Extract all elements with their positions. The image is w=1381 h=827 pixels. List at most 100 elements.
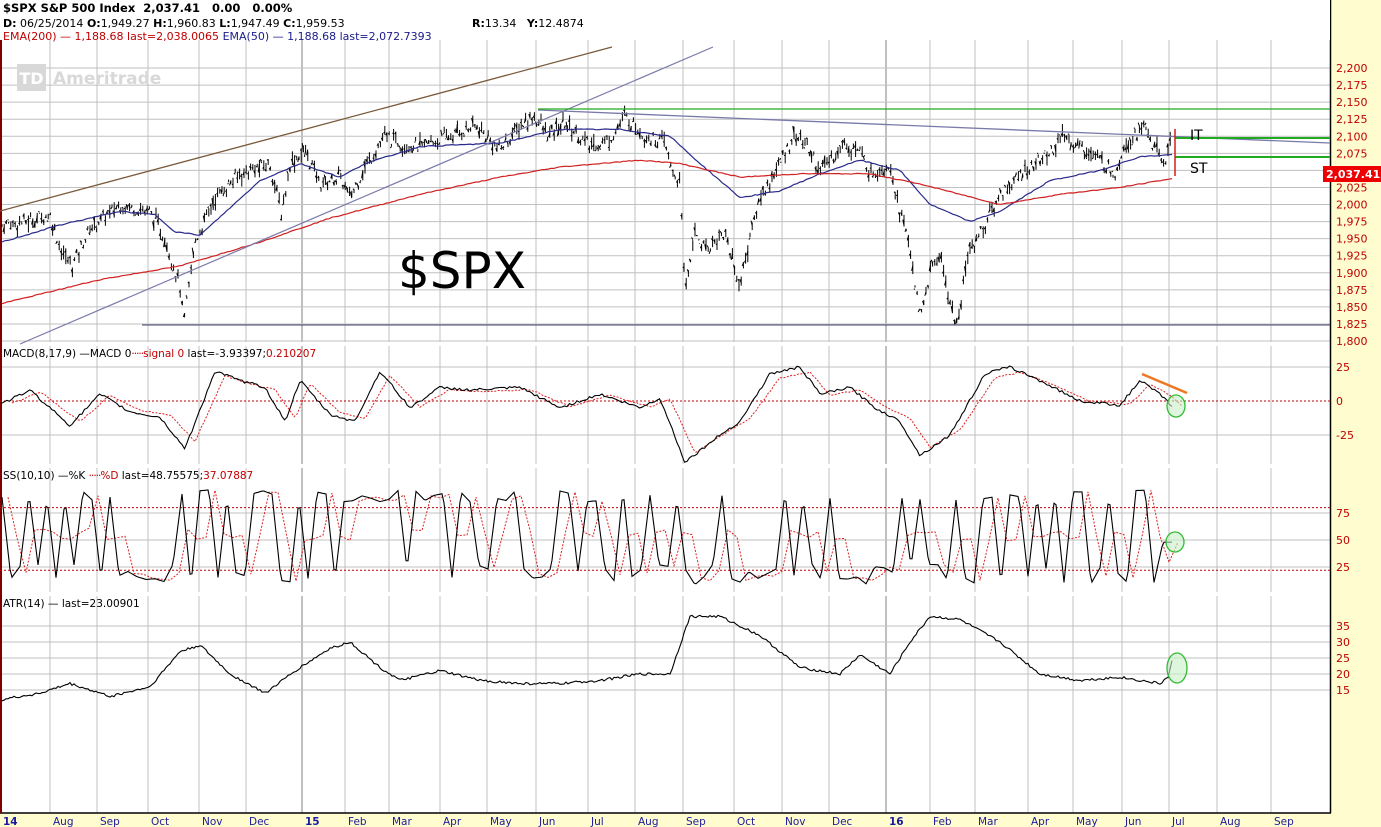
price-bar-open bbox=[636, 132, 639, 136]
price-bar-open bbox=[11, 221, 14, 224]
price-bar-open bbox=[644, 139, 648, 144]
price-bar-open bbox=[1038, 161, 1041, 167]
price-bar-open bbox=[380, 137, 384, 142]
price-bar-open bbox=[244, 171, 247, 174]
price-bar-open bbox=[552, 131, 555, 136]
price-bar-open bbox=[658, 137, 661, 140]
atr-tick-label: 15 bbox=[1336, 684, 1350, 697]
price-bar-open bbox=[528, 114, 531, 118]
date-value: 06/25/2014 bbox=[20, 17, 84, 30]
price-bar-open bbox=[673, 174, 676, 178]
ss-legend: SS(10,10) —%K ·····%D last=48.75575;37.0… bbox=[3, 470, 254, 482]
price-bar-open bbox=[44, 216, 47, 219]
price-tick-label: 2,100 bbox=[1336, 130, 1368, 143]
price-tick-label: 1,925 bbox=[1336, 250, 1368, 263]
price-bar-open bbox=[167, 255, 170, 259]
price-bar-open bbox=[1107, 160, 1109, 163]
price-bar-open bbox=[902, 219, 905, 226]
month-label: Aug bbox=[53, 816, 74, 827]
price-bar-open bbox=[807, 151, 810, 154]
price-bar-open bbox=[55, 241, 58, 245]
price-bar-open bbox=[94, 225, 98, 228]
price-bar-open bbox=[948, 300, 951, 305]
month-label: 16 bbox=[889, 816, 904, 827]
price-bar-open bbox=[957, 315, 960, 320]
price-tick-label: 2,000 bbox=[1336, 199, 1368, 212]
price-bar-open bbox=[847, 145, 850, 153]
price-bar-open bbox=[911, 265, 914, 272]
price-bar-open bbox=[823, 155, 826, 164]
price-bar-open bbox=[977, 235, 980, 238]
price-bar-open bbox=[578, 139, 582, 144]
price-bar-open bbox=[59, 250, 62, 254]
price-bar-open bbox=[908, 253, 912, 257]
price-bar-open bbox=[992, 207, 995, 213]
high-value: 1,960.83 bbox=[166, 17, 216, 30]
ema200-line bbox=[1, 159, 1173, 305]
price-bar-open bbox=[889, 170, 892, 173]
price-bar-open bbox=[1135, 136, 1138, 141]
price-bar-open bbox=[829, 154, 832, 157]
price-bar-open bbox=[526, 127, 529, 130]
price-bar-open bbox=[1003, 184, 1006, 187]
price-bar-open bbox=[774, 168, 777, 172]
price-bar-open bbox=[262, 166, 265, 169]
month-label: 14 bbox=[3, 816, 18, 827]
price-bar-open bbox=[882, 170, 885, 176]
range-readout: R:13.34 Y:12.4874 bbox=[472, 17, 584, 30]
price-bar-open bbox=[548, 133, 551, 138]
ohlc-readout: D: 06/25/2014 O:1,949.27 H:1,960.83 L:1,… bbox=[3, 17, 345, 30]
price-bar-open bbox=[26, 219, 29, 221]
price-bar-open bbox=[477, 130, 480, 138]
price-bar-open bbox=[1063, 134, 1065, 136]
price-bar-open bbox=[926, 284, 929, 287]
price-bar-open bbox=[4, 221, 7, 225]
price-bar-open bbox=[321, 181, 324, 183]
price-bar-open bbox=[374, 153, 377, 158]
price-bar-open bbox=[618, 122, 621, 127]
price-bar-open bbox=[972, 244, 975, 248]
price-bar-open bbox=[125, 204, 128, 210]
last-price: 2,037.41 bbox=[143, 1, 201, 15]
price-bar-open bbox=[156, 218, 159, 223]
price-bar-open bbox=[1148, 136, 1151, 141]
price-bar-open bbox=[160, 238, 164, 242]
price-bar-open bbox=[765, 181, 769, 184]
month-label: Jul bbox=[1171, 816, 1185, 827]
price-bar-open bbox=[442, 133, 445, 135]
price-bar-open bbox=[0, 224, 3, 227]
price-bar-open bbox=[856, 148, 859, 151]
price-bar-open bbox=[1056, 137, 1059, 140]
price-bar-open bbox=[334, 179, 337, 183]
symbol-name: $SPX S&P 500 Index bbox=[3, 1, 136, 15]
price-bar-open bbox=[719, 230, 722, 234]
price-bar-open bbox=[75, 248, 78, 253]
price-bar-open bbox=[233, 172, 236, 175]
month-labels: 14 Aug Sep Oct Nov Dec 15 Feb Mar Apr May Jun Jul Aug… bbox=[3, 816, 1294, 827]
ss-d-label: %D bbox=[100, 470, 119, 482]
price-bar-open bbox=[1076, 141, 1079, 147]
price-bar-open bbox=[202, 215, 205, 221]
macd-divergence-line bbox=[1141, 372, 1188, 395]
price-bar-open bbox=[431, 140, 434, 143]
price-bar-open bbox=[403, 148, 405, 150]
macd-tick-label: -25 bbox=[1336, 429, 1354, 442]
month-label: Nov bbox=[785, 816, 806, 827]
price-bar-open bbox=[537, 124, 540, 126]
price-bar-open bbox=[150, 210, 152, 213]
price-bar-open bbox=[917, 309, 920, 313]
price-bar-open bbox=[858, 149, 861, 152]
price-bar-open bbox=[187, 281, 190, 284]
price-bar-open bbox=[755, 212, 757, 215]
price-tick-label: 1,800 bbox=[1336, 335, 1368, 348]
price-bar-open bbox=[713, 239, 716, 243]
price-bar-open bbox=[475, 125, 478, 130]
price-bar-open bbox=[710, 238, 714, 241]
price-bar-open bbox=[1071, 144, 1074, 148]
price-bar-open bbox=[18, 222, 20, 225]
price-bar-open bbox=[1084, 154, 1088, 160]
price-bar-open bbox=[420, 140, 423, 145]
price-bar-open bbox=[834, 157, 837, 163]
price-bar-open bbox=[15, 227, 18, 231]
price-bar-open bbox=[365, 159, 368, 163]
